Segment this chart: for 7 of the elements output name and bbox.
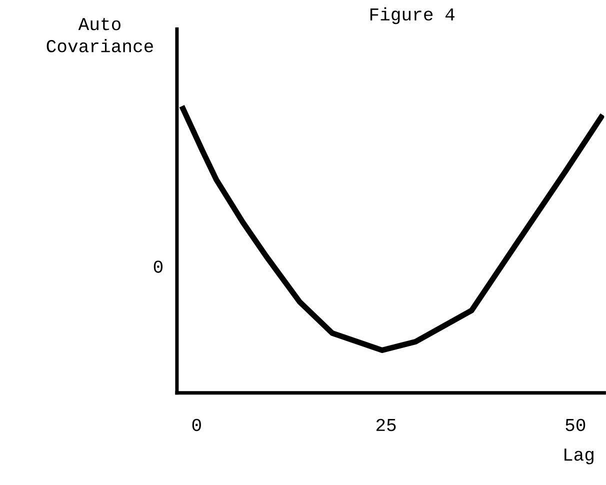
chart-title: Figure 4 — [370, 7, 454, 24]
text: 0 — [154, 260, 163, 273]
y-axis-title: Auto Covariance — [46, 18, 153, 52]
x-tick-label: 50 — [566, 418, 586, 432]
x-axis-title: Lag — [564, 448, 594, 464]
x-tick-label: 25 — [376, 418, 396, 432]
x-tick-label: 0 — [192, 418, 201, 432]
